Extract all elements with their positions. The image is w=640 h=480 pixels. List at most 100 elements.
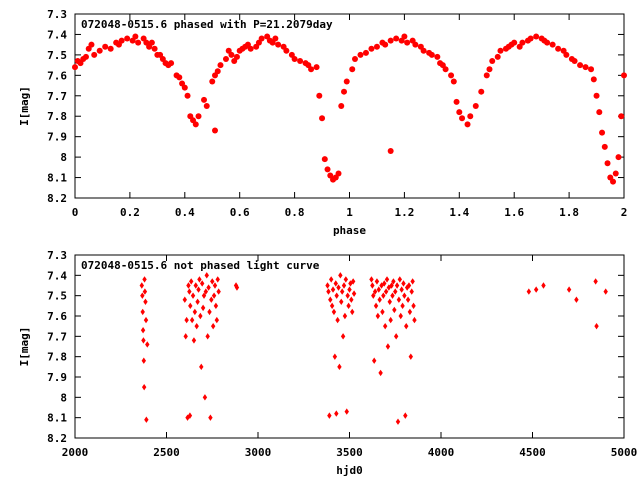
data-point bbox=[351, 290, 357, 297]
data-point bbox=[351, 55, 358, 62]
data-point bbox=[142, 288, 148, 295]
data-point bbox=[563, 51, 570, 58]
y-tick-label: 7.6 bbox=[47, 69, 67, 82]
data-point bbox=[409, 288, 414, 295]
data-point bbox=[337, 363, 342, 371]
data-point bbox=[107, 45, 114, 52]
y-tick-label: 8.2 bbox=[47, 192, 67, 205]
x-tick-labels: 0 0.2 0.4 0.6 0.8 1 1.2 1.4 1.6 1.8 2 bbox=[72, 206, 628, 219]
data-point bbox=[372, 288, 378, 295]
data-point bbox=[404, 322, 409, 330]
y-tick-label: 8.1 bbox=[47, 412, 67, 425]
y-axis-label: I[mag] bbox=[18, 86, 31, 126]
data-point bbox=[91, 51, 98, 58]
data-point bbox=[199, 280, 205, 287]
data-point bbox=[211, 127, 218, 134]
x-axis-label: phase bbox=[333, 224, 366, 237]
data-point bbox=[362, 49, 369, 56]
data-point bbox=[191, 337, 197, 344]
data-point bbox=[549, 41, 556, 48]
data-point bbox=[258, 35, 265, 42]
data-point bbox=[291, 55, 298, 62]
axis-ticks bbox=[74, 254, 625, 439]
y-tick-label: 7.4 bbox=[47, 28, 67, 41]
data-point bbox=[339, 288, 345, 295]
data-point bbox=[189, 278, 194, 285]
data-point bbox=[393, 288, 398, 295]
data-point bbox=[621, 72, 627, 79]
data-point bbox=[450, 78, 457, 85]
data-point bbox=[387, 147, 394, 154]
data-point bbox=[483, 72, 490, 79]
data-point bbox=[145, 341, 150, 348]
data-point bbox=[188, 302, 193, 310]
data-point bbox=[124, 35, 131, 42]
data-point bbox=[233, 53, 240, 60]
data-point bbox=[209, 296, 214, 303]
data-point bbox=[143, 298, 148, 305]
data-point bbox=[610, 178, 617, 185]
y-tick-label: 7.9 bbox=[47, 131, 67, 144]
data-point bbox=[372, 357, 377, 364]
data-point bbox=[555, 45, 562, 52]
data-point bbox=[382, 41, 389, 48]
data-point bbox=[212, 282, 218, 289]
unphased-light-curve-panel: 2000 2500 3000 3500 4000 4500 5000 7.37.47.57.… bbox=[18, 249, 637, 477]
data-point bbox=[168, 60, 175, 67]
data-point bbox=[334, 410, 339, 417]
data-point bbox=[132, 33, 139, 40]
data-points bbox=[139, 272, 608, 425]
data-point bbox=[210, 322, 216, 330]
y-tick-label: 8.1 bbox=[47, 172, 67, 185]
data-point bbox=[387, 37, 394, 44]
data-point bbox=[332, 353, 338, 360]
data-point bbox=[390, 292, 395, 299]
data-point bbox=[141, 337, 146, 344]
data-point bbox=[392, 306, 397, 314]
data-point bbox=[406, 282, 412, 289]
data-point bbox=[215, 276, 220, 283]
data-point bbox=[207, 308, 212, 316]
data-point bbox=[400, 302, 405, 310]
data-point bbox=[217, 62, 224, 69]
data-point bbox=[412, 41, 419, 48]
data-point bbox=[203, 103, 210, 109]
data-point bbox=[410, 278, 415, 285]
phased-light-curve-panel: 0 0.2 0.4 0.6 0.8 1 1.2 1.4 1.6 1.8 2 7.3 7.4 7.5 7.6… bbox=[18, 8, 627, 237]
data-point bbox=[193, 282, 198, 289]
data-point bbox=[341, 88, 348, 95]
data-point bbox=[395, 418, 401, 425]
data-point bbox=[382, 322, 388, 330]
data-point bbox=[140, 308, 145, 316]
data-point bbox=[407, 308, 413, 316]
x-tick-label: 1.6 bbox=[504, 206, 524, 219]
data-point bbox=[333, 280, 338, 287]
data-point bbox=[140, 292, 145, 299]
data-point bbox=[324, 166, 331, 173]
data-point bbox=[494, 53, 501, 60]
data-point bbox=[420, 47, 427, 54]
data-point bbox=[214, 68, 221, 75]
data-point bbox=[412, 316, 417, 324]
y-tick-label: 8 bbox=[60, 151, 67, 164]
x-tick-label: 0.4 bbox=[175, 206, 195, 219]
data-point bbox=[582, 64, 589, 71]
data-point bbox=[182, 296, 187, 303]
y-tick-label: 8 bbox=[60, 391, 67, 404]
x-tick-label: 0 bbox=[72, 206, 79, 219]
data-point bbox=[401, 33, 408, 40]
y-tick-label: 7.8 bbox=[47, 110, 67, 123]
data-point bbox=[339, 298, 344, 305]
x-tick-label: 5000 bbox=[611, 446, 638, 459]
x-tick-label: 0.8 bbox=[285, 206, 305, 219]
data-point bbox=[194, 322, 199, 330]
data-point bbox=[176, 74, 183, 81]
data-point bbox=[200, 304, 206, 312]
data-point bbox=[370, 282, 375, 289]
data-point bbox=[308, 66, 315, 73]
data-point bbox=[144, 416, 149, 423]
data-point bbox=[338, 272, 343, 279]
data-point bbox=[334, 292, 339, 299]
data-point bbox=[459, 115, 466, 122]
data-point bbox=[199, 363, 204, 371]
